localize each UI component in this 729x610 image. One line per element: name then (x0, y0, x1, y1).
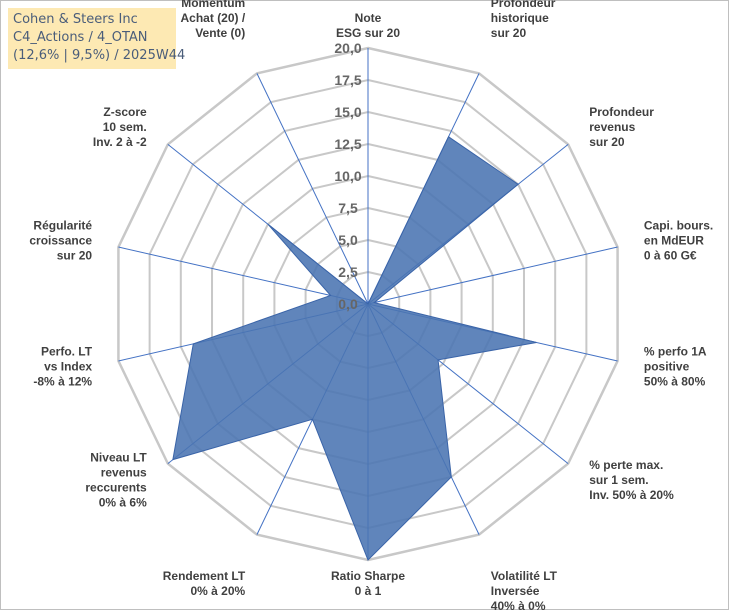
axis-label-13-line-0: Momentum (181, 0, 245, 10)
axis-label-0-line-0: Note (355, 11, 382, 25)
axis-label-9-line-0: Niveau LT (90, 450, 147, 464)
axis-label-13-line-1: Achat (20) / (181, 11, 246, 25)
axis-label-7-line-1: 0 à 1 (355, 584, 382, 598)
axis-label-12-line-0: Z-score (103, 105, 147, 119)
axis-label-11-line-2: sur 20 (57, 249, 93, 263)
axis-label-5-line-1: sur 1 sem. (589, 473, 648, 487)
axis-label-1-line-2: sur 20 (491, 26, 527, 40)
axis-label-10-line-1: vs Index (44, 359, 92, 373)
tick-label-0: 0,0 (338, 296, 358, 312)
axis-label-9-line-1: revenus (101, 465, 147, 479)
tick-label-1: 2,5 (338, 264, 358, 280)
axis-label-10-line-2: -8% à 12% (33, 374, 92, 388)
tick-label-layer: 0,0 2,5 5,0 7,5 10,0 12,5 15,0 17,5 20,0 (334, 40, 361, 312)
axis-label-13-line-2: Vente (0) (195, 26, 245, 40)
axis-label-12-line-2: Inv. 2 à -2 (93, 135, 147, 149)
axis-label-3-line-1: en MdEUR (644, 234, 704, 248)
series-layer (172, 136, 537, 561)
axis-label-6-line-2: 40% à 0% (491, 599, 546, 610)
title-line-company: Cohen & Steers Inc (13, 12, 138, 27)
title-line-category: C4_Actions / 4_OTAN (13, 30, 148, 45)
axis-label-11-line-1: croissance (29, 234, 92, 248)
axis-label-8-line-0: Rendement LT (163, 569, 246, 583)
axis-label-2-line-1: revenus (589, 120, 635, 134)
spoke-13 (256, 73, 369, 305)
axis-label-5-line-2: Inv. 50% à 20% (589, 488, 674, 502)
spoke-3 (367, 246, 618, 305)
title-box: Cohen & Steers Inc C4_Actions / 4_OTAN (… (8, 8, 186, 69)
axis-label-5-line-0: % perte max. (589, 458, 663, 472)
axis-label-6-line-0: Volatilité LT (491, 569, 558, 583)
axis-label-1-line-1: historique (491, 11, 549, 25)
tick-label-3: 7,5 (338, 200, 358, 216)
axis-label-3-line-2: 0 à 60 G€ (644, 249, 697, 263)
axis-label-0-line-1: ESG sur 20 (336, 26, 400, 40)
axis-label-3-line-0: Capi. bours. (644, 219, 713, 233)
axis-label-6-line-1: Inversée (491, 584, 540, 598)
axis-label-9-line-3: 0% à 6% (99, 495, 147, 509)
axis-label-2-line-2: sur 20 (589, 135, 625, 149)
axis-label-8-line-1: 0% à 20% (191, 584, 246, 598)
axis-label-7-line-0: Ratio Sharpe (331, 569, 405, 583)
tick-label-2: 5,0 (338, 232, 358, 248)
axis-label-1-line-0: Profondeur (491, 0, 556, 10)
axis-label-9-line-2: reccurents (85, 480, 147, 494)
tick-label-4: 10,0 (334, 168, 361, 184)
series-area (172, 136, 537, 561)
axis-label-4-line-1: positive (644, 359, 690, 373)
axis-label-2-line-0: Profondeur (589, 105, 654, 119)
spoke-11 (118, 246, 369, 305)
title-line-stats: (12,6% | 9,5%) / 2025W44 (13, 48, 186, 63)
axis-label-4-line-0: % perfo 1A (644, 344, 707, 358)
axis-label-12-line-1: 10 sem. (103, 120, 147, 134)
tick-label-6: 15,0 (334, 104, 361, 120)
axis-label-10-line-0: Perfo. LT (41, 344, 93, 358)
tick-label-8: 20,0 (334, 40, 361, 56)
axis-label-11-line-0: Régularité (33, 219, 92, 233)
axis-label-4-line-2: 50% à 80% (644, 374, 706, 388)
tick-label-5: 12,5 (334, 136, 361, 152)
tick-label-7: 17,5 (334, 72, 361, 88)
